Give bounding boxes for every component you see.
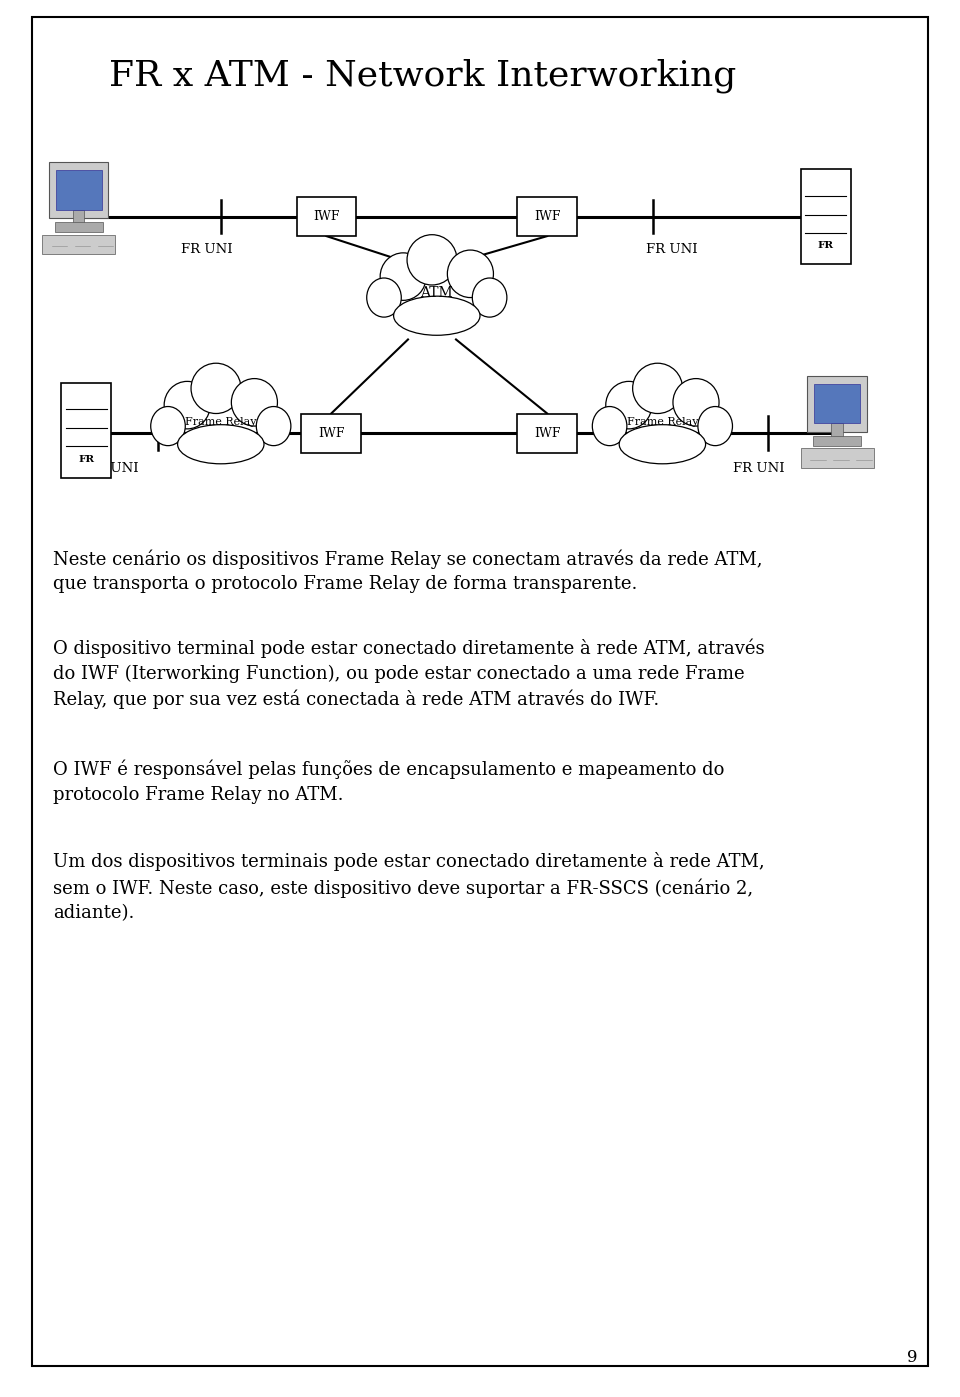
Bar	[56, 170, 102, 210]
Text: O IWF é responsável pelas funções de encapsulamento e mapeamento do
protocolo Fr: O IWF é responsável pelas funções de enc…	[53, 760, 724, 803]
Ellipse shape	[592, 407, 627, 446]
Bar	[801, 169, 851, 264]
Ellipse shape	[698, 407, 732, 446]
Text: Neste cenário os dispositivos Frame Relay se conectam através da rede ATM,
que t: Neste cenário os dispositivos Frame Rela…	[53, 549, 762, 592]
Ellipse shape	[178, 425, 264, 464]
Text: FR UNI: FR UNI	[646, 243, 698, 256]
Text: Frame Relay: Frame Relay	[627, 416, 698, 427]
Ellipse shape	[164, 381, 210, 429]
Text: IWF: IWF	[534, 426, 561, 440]
Bar	[814, 384, 860, 423]
Text: O dispositivo terminal pode estar conectado diretamente à rede ATM, através
do I: O dispositivo terminal pode estar conect…	[53, 638, 764, 710]
Ellipse shape	[633, 363, 683, 414]
Text: Frame Relay: Frame Relay	[185, 416, 256, 427]
FancyBboxPatch shape	[301, 414, 361, 453]
FancyBboxPatch shape	[517, 197, 577, 236]
Ellipse shape	[619, 425, 706, 464]
Text: FR UNI: FR UNI	[732, 462, 784, 475]
Bar	[801, 448, 874, 468]
Bar	[807, 376, 867, 432]
Bar	[61, 383, 111, 478]
Bar	[73, 210, 84, 224]
Text: IWF: IWF	[313, 210, 340, 224]
Ellipse shape	[606, 381, 652, 429]
Bar	[42, 235, 115, 254]
FancyBboxPatch shape	[297, 197, 356, 236]
Ellipse shape	[191, 363, 241, 414]
Text: 9: 9	[907, 1350, 918, 1366]
Bar	[55, 222, 103, 232]
Text: IWF: IWF	[534, 210, 561, 224]
Text: IWF: IWF	[318, 426, 345, 440]
Text: FR UNI: FR UNI	[180, 243, 232, 256]
Ellipse shape	[447, 250, 493, 298]
Ellipse shape	[231, 379, 277, 426]
Text: FR x ATM - Network Interworking: FR x ATM - Network Interworking	[108, 59, 736, 94]
Text: ATM: ATM	[420, 286, 453, 300]
Text: Um dos dispositivos terminais pode estar conectado diretamente à rede ATM,
sem o: Um dos dispositivos terminais pode estar…	[53, 852, 764, 922]
Ellipse shape	[151, 407, 185, 446]
Bar	[49, 162, 108, 218]
Ellipse shape	[673, 379, 719, 426]
Bar	[813, 436, 861, 446]
Ellipse shape	[256, 407, 291, 446]
Ellipse shape	[367, 278, 401, 317]
Text: FR: FR	[818, 242, 833, 250]
Text: FR UNI: FR UNI	[87, 462, 139, 475]
Ellipse shape	[380, 253, 426, 300]
Bar	[831, 423, 843, 437]
FancyBboxPatch shape	[517, 414, 577, 453]
Ellipse shape	[472, 278, 507, 317]
Ellipse shape	[394, 296, 480, 335]
Ellipse shape	[407, 235, 457, 285]
Text: FR: FR	[79, 455, 94, 464]
